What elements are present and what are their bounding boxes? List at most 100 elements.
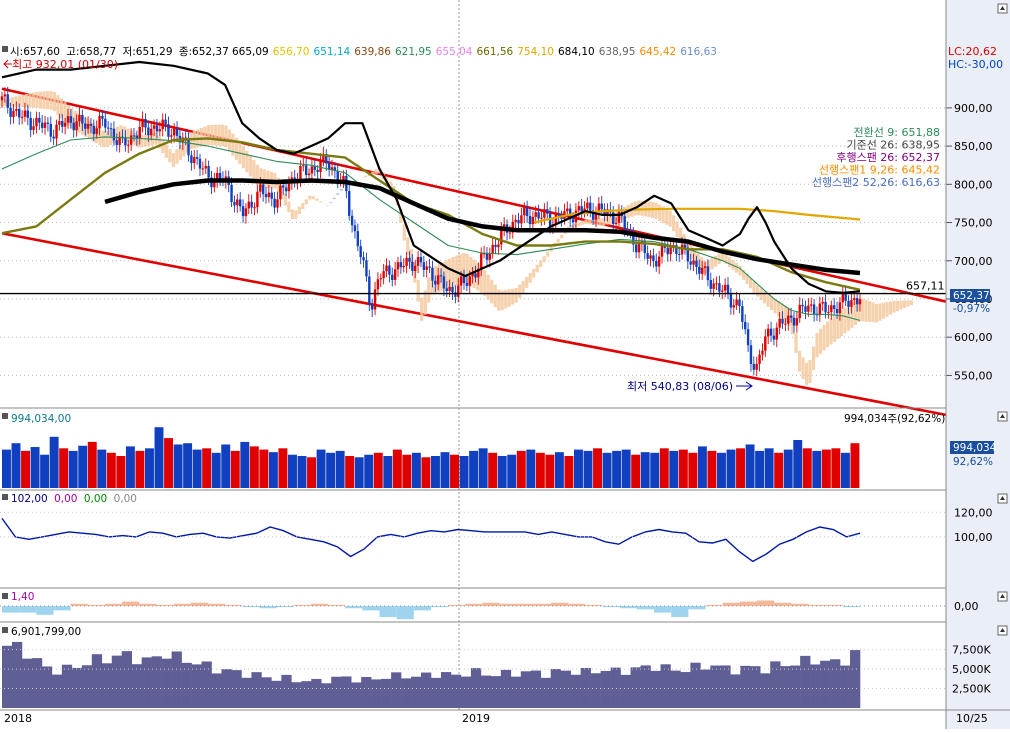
volume2-bar — [141, 657, 152, 708]
volume2-bar — [520, 671, 532, 708]
indicator-value: 665,09 — [232, 46, 269, 58]
candle-body — [577, 206, 580, 211]
candle-body — [419, 257, 423, 263]
candle-body — [49, 123, 52, 137]
candle-body — [491, 244, 494, 254]
volume-bar — [554, 452, 564, 488]
volume2-bar — [500, 669, 512, 708]
volume2-bar — [211, 673, 222, 708]
candle-body — [436, 275, 440, 285]
volume-bar — [78, 445, 88, 488]
candle-body — [29, 117, 32, 131]
volume-bar — [812, 450, 822, 488]
macd-bar — [276, 606, 294, 608]
candle-body — [81, 114, 84, 124]
y-tick-label: 2,500K — [952, 683, 991, 696]
candle-body — [680, 244, 684, 255]
candle-body — [170, 135, 173, 137]
oscillator-legend: 102,00 0,00 0,00 0,00 — [11, 493, 137, 505]
ohlc-legend: 시:657,60 고:658,77 저:651,29 종:652,37 — [10, 46, 229, 58]
candle-body — [342, 176, 345, 181]
current-price-value: 652,37 — [953, 290, 990, 302]
candle-body — [365, 260, 368, 277]
candle-body — [236, 199, 239, 206]
ichimoku-legend-item: 선행스팬2 52,26: 616,63 — [812, 176, 940, 189]
candle-body — [198, 158, 202, 169]
macd-bar — [345, 606, 363, 609]
volume-bar — [202, 448, 212, 488]
candle-body — [769, 328, 773, 336]
candle-body — [55, 124, 58, 139]
volume2-bar — [490, 676, 502, 708]
macd-bar — [259, 606, 277, 609]
candle-body — [322, 153, 325, 161]
panel-scroll-up-icon[interactable] — [997, 493, 1008, 504]
volume2-bar — [31, 658, 43, 708]
candle-body — [789, 315, 793, 318]
legend-square-icon — [2, 46, 8, 52]
right-axis-panel — [946, 0, 1010, 729]
volume2-bar — [101, 663, 113, 708]
volume2-bar — [201, 661, 212, 708]
candle-body — [3, 94, 7, 97]
panel-scroll-up-icon[interactable] — [997, 591, 1008, 602]
volume-bar — [793, 440, 803, 488]
volume-bar — [11, 443, 21, 488]
y-tick-label: 7,500K — [952, 644, 991, 657]
candle-body — [442, 276, 446, 289]
volume-bar — [221, 444, 231, 488]
volume2-bar — [570, 674, 581, 708]
candle-body — [356, 231, 360, 247]
candle-body — [439, 275, 443, 277]
candle-body — [830, 305, 833, 313]
candle-body — [597, 203, 601, 213]
macd-bar — [482, 602, 500, 606]
volume-bar — [125, 446, 135, 488]
candle-body — [261, 184, 265, 195]
candle-body — [207, 165, 210, 178]
volume2-bar — [640, 665, 651, 708]
candle-body — [482, 253, 486, 255]
volume-bar — [183, 443, 193, 488]
macd-bar — [739, 601, 758, 606]
candle-body — [46, 122, 50, 124]
volume2-bar — [171, 651, 182, 708]
volume-bar — [736, 448, 745, 488]
volume2-bar — [710, 665, 721, 708]
volume2-bar — [550, 669, 561, 708]
candle-body — [703, 266, 707, 268]
macd-bar — [568, 603, 586, 606]
y-tick-label: 900,00 — [954, 102, 993, 115]
candle-body — [167, 124, 170, 137]
macd-bar — [688, 606, 706, 610]
candle-body — [514, 219, 517, 222]
candle-body — [718, 283, 721, 292]
candle-body — [692, 260, 695, 265]
volume2-bar — [780, 666, 791, 708]
volume2-bar — [221, 669, 232, 708]
candle-body — [359, 246, 362, 258]
volume-bar — [707, 450, 717, 488]
macd-bar — [842, 606, 860, 608]
panel-scroll-up-icon[interactable] — [997, 625, 1008, 636]
candle-body — [617, 211, 621, 223]
macd-bar — [533, 603, 552, 606]
candle-body — [637, 243, 641, 253]
volume2-bar — [111, 655, 123, 708]
candle-body — [807, 305, 810, 312]
candle-body — [655, 260, 658, 267]
macd-bar — [671, 606, 689, 617]
volume-bar — [697, 446, 707, 488]
macd-bar — [293, 604, 311, 606]
candle-body — [379, 278, 382, 280]
volume2-bar — [281, 674, 292, 708]
panel-scroll-up-icon[interactable] — [997, 3, 1008, 14]
candle-body — [660, 244, 664, 257]
candle-body — [832, 305, 836, 309]
volume-bar — [478, 448, 488, 488]
candle-body — [546, 209, 549, 214]
panel-scroll-up-icon[interactable] — [997, 411, 1008, 422]
volume-bar — [621, 449, 631, 488]
indicator-value: 651,14 — [314, 46, 351, 58]
